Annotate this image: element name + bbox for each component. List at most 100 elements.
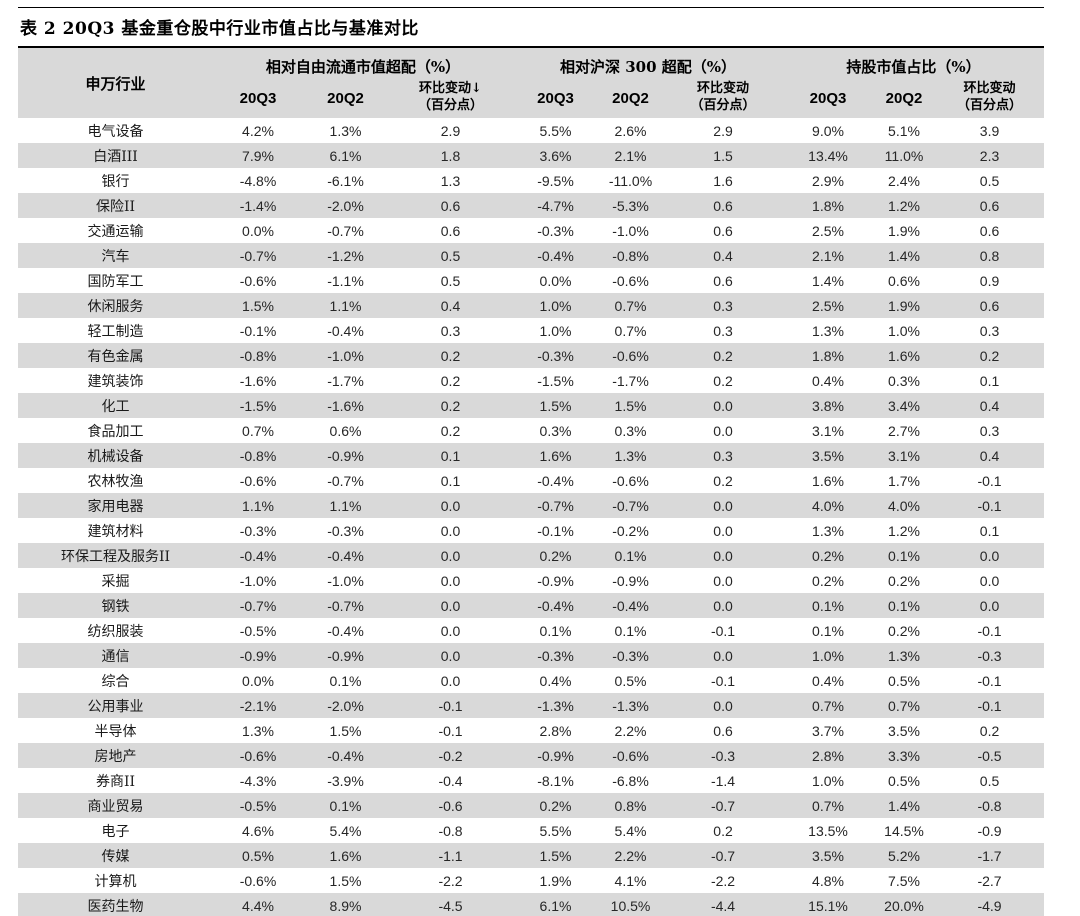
industry-name-cell: 轻工制造 (87, 323, 144, 340)
value-cell: 1.5% (329, 722, 362, 739)
table-row: 家用电器 1.1% 1.1% 0.0 -0.7% -0.7% 0.0 4.0% 4.0% -0.1 (18, 493, 1045, 518)
value-cell: 0.2 (440, 422, 461, 439)
value-cell: 0.6% (888, 272, 920, 289)
value-cell: 6.1% (539, 897, 572, 914)
col-header-g2-change: 环比变动 （百分点） (663, 78, 784, 118)
value-cell: 3.9 (979, 122, 1000, 139)
industry-name-cell: 食品加工 (87, 423, 144, 440)
value-cell: 0.2 (713, 372, 733, 389)
value-cell: 2.9 (713, 122, 733, 139)
industry-name-cell: 半导体 (94, 723, 137, 740)
value-cell: 1.7% (888, 472, 920, 489)
table-row: 建筑材料 -0.3% -0.3% 0.0 -0.1% -0.2% 0.0 1.3% 1.2% 0.… (18, 518, 1044, 543)
value-cell: -0.8 (438, 822, 463, 839)
change-unit-label: （百分点） (418, 98, 484, 113)
value-cell: 0.5 (979, 772, 1000, 789)
industry-name-cell: 商业贸易 (87, 798, 144, 815)
value-cell: 1.6% (539, 447, 572, 464)
value-cell: -0.1 (710, 672, 736, 689)
value-cell: -1.7% (327, 372, 364, 389)
value-cell: 0.0 (713, 697, 733, 714)
value-cell: 0.0 (713, 422, 733, 439)
value-cell: 2.2% (614, 722, 647, 739)
value-cell: 0.1 (440, 472, 461, 489)
value-cell: 0.1% (329, 797, 362, 814)
value-cell: -0.7% (327, 472, 364, 489)
value-cell: 0.0% (242, 222, 274, 239)
table-row: 通信 -0.9% -0.9% 0.0 -0.3% -0.3% 0.0 1.0% 1.3% -0.3 (18, 643, 1045, 668)
industry-name-cell: 化工 (101, 398, 130, 415)
value-cell: 2.6% (614, 122, 647, 139)
value-cell: -0.4% (239, 547, 277, 564)
change-unit-label: （百分点） (690, 98, 756, 113)
value-cell: 0.1% (888, 597, 920, 614)
value-cell: 1.2% (888, 522, 920, 539)
value-cell: 1.0% (812, 647, 844, 664)
value-cell: 4.6% (242, 822, 274, 839)
industry-name-cell: 计算机 (94, 873, 137, 890)
value-cell: 3.5% (812, 447, 844, 464)
table-row: 医药生物 4.4% 8.9% -4.5 6.1% 10.5% -4.4 15.1% 20.0% -… (18, 893, 1045, 916)
value-cell: -0.5% (239, 797, 277, 814)
table-row: 计算机 -0.6% 1.5% -2.2 1.9% 4.1% -2.2 4.8% 7.5% -2.7 (18, 868, 1044, 893)
table-row: 机械设备 -0.8% -0.9% 0.1 1.6% 1.3% 0.3 3.5% 3.1% 0.4 (18, 443, 1045, 468)
value-cell: -1.4 (710, 772, 736, 789)
value-cell: -0.4 (438, 772, 463, 789)
value-cell: -0.1 (977, 497, 1002, 514)
value-cell: -0.8% (239, 347, 277, 364)
value-cell: -4.5 (438, 897, 463, 914)
value-cell: -8.1% (537, 772, 574, 789)
value-cell: -0.6% (612, 747, 649, 764)
industry-name-cell: 钢铁 (101, 598, 130, 615)
value-cell: 0.6 (440, 222, 461, 239)
value-cell: -0.6% (612, 272, 649, 289)
group-header-holding-share: 持股市值占比（%） (783, 48, 1045, 78)
industry-name-cell: 有色金属 (87, 348, 144, 365)
value-cell: 7.9% (242, 147, 274, 164)
value-cell: 15.1% (808, 897, 848, 914)
col-header-g1-20q3: 20Q3 (213, 78, 303, 118)
value-cell: 1.0% (539, 297, 572, 314)
value-cell: 2.4% (888, 172, 920, 189)
value-cell: 0.1 (440, 447, 461, 464)
value-cell: 0.0% (539, 272, 572, 289)
value-cell: 1.4% (888, 247, 920, 264)
value-cell: -0.3% (537, 222, 574, 239)
value-cell: 0.2 (713, 822, 733, 839)
value-cell: -4.3% (239, 772, 277, 789)
value-cell: 4.4% (242, 897, 274, 914)
value-cell: 2.9% (812, 172, 844, 189)
value-cell: 4.0% (812, 497, 844, 514)
value-cell: -0.2 (438, 747, 463, 764)
value-cell: -0.5 (977, 747, 1002, 764)
value-cell: 1.5% (539, 847, 572, 864)
value-cell: 0.3 (979, 422, 1000, 439)
value-cell: 1.4% (812, 272, 844, 289)
value-cell: 2.5% (812, 222, 844, 239)
value-cell: 2.1% (614, 147, 647, 164)
change-unit-label: （百分点） (957, 98, 1023, 113)
value-cell: 1.8 (440, 147, 461, 164)
value-cell: -1.2% (327, 247, 364, 264)
value-cell: 3.4% (888, 397, 920, 414)
value-cell: 13.5% (808, 822, 848, 839)
value-cell: 6.1% (329, 147, 362, 164)
table-row: 汽车 -0.7% -1.2% 0.5 -0.4% -0.8% 0.4 2.1% 1.4% 0.8 (18, 243, 1045, 268)
table-row: 券商II -4.3% -3.9% -0.4 -8.1% -6.8% -1.4 1.0% 0.5%… (18, 768, 1044, 793)
value-cell: 10.5% (610, 897, 651, 914)
table-row: 休闲服务 1.5% 1.1% 0.4 1.0% 0.7% 0.3 2.5% 1.9% 0.6 (18, 293, 1045, 318)
value-cell: 3.5% (812, 847, 844, 864)
value-cell: 1.6 (713, 172, 733, 189)
value-cell: -0.4% (537, 247, 574, 264)
value-cell: -0.6% (612, 347, 649, 364)
industry-name-cell: 农林牧渔 (87, 473, 144, 490)
value-cell: 3.7% (812, 722, 844, 739)
value-cell: 7.5% (888, 872, 920, 889)
value-cell: 0.6 (979, 222, 1000, 239)
col-header-g2-20q2: 20Q2 (598, 78, 664, 118)
value-cell: 0.0 (440, 597, 461, 614)
value-cell: 0.0 (713, 572, 733, 589)
value-cell: 0.7% (614, 322, 647, 339)
value-cell: 3.5% (888, 722, 920, 739)
value-cell: 1.6% (812, 472, 844, 489)
